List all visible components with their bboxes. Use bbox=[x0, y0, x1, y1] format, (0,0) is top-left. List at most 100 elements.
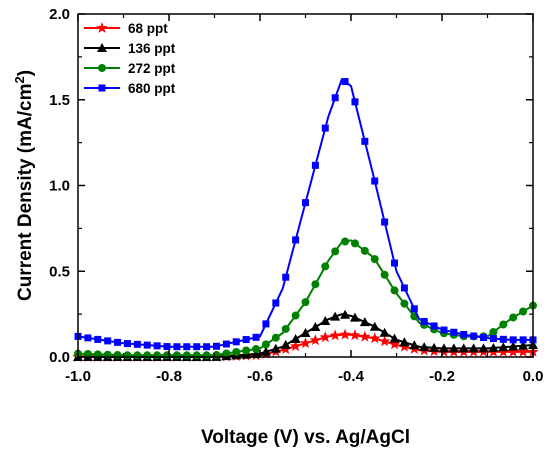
y-tick-label: 2.0 bbox=[49, 6, 70, 23]
x-tick-label: -0.8 bbox=[156, 368, 182, 385]
series-marker bbox=[242, 336, 250, 344]
series-marker bbox=[321, 262, 330, 271]
series-marker bbox=[390, 286, 399, 295]
series-marker bbox=[429, 342, 440, 352]
series-marker bbox=[380, 270, 389, 279]
series-marker bbox=[261, 340, 270, 349]
x-tick-label: -0.6 bbox=[247, 368, 273, 385]
series-marker bbox=[331, 94, 339, 102]
series-marker bbox=[391, 259, 399, 267]
series-marker bbox=[173, 343, 181, 351]
series-marker bbox=[341, 237, 350, 246]
series-marker bbox=[163, 343, 171, 351]
series-marker bbox=[478, 343, 489, 353]
series-marker bbox=[400, 299, 409, 308]
legend-label: 272 ppt bbox=[128, 61, 176, 76]
series-marker bbox=[399, 337, 410, 347]
series-marker bbox=[507, 345, 519, 357]
series-marker bbox=[498, 342, 509, 352]
series-marker bbox=[133, 351, 142, 360]
series-marker bbox=[289, 340, 302, 352]
series-marker bbox=[369, 321, 380, 331]
series-marker bbox=[272, 299, 280, 307]
series-marker bbox=[420, 318, 428, 326]
series-marker bbox=[508, 341, 519, 351]
series-marker bbox=[163, 351, 172, 360]
series-line bbox=[77, 78, 533, 348]
series-marker bbox=[497, 345, 510, 357]
series-marker bbox=[410, 305, 418, 313]
series-marker bbox=[271, 333, 280, 342]
series-marker bbox=[349, 329, 361, 341]
series-marker bbox=[360, 246, 369, 255]
y-tick-label: 0.0 bbox=[49, 349, 70, 366]
series-marker bbox=[182, 351, 191, 360]
series-marker bbox=[113, 351, 122, 360]
series-marker bbox=[222, 340, 230, 348]
series-marker bbox=[330, 311, 341, 321]
series-marker bbox=[143, 341, 151, 349]
series-marker bbox=[381, 218, 389, 226]
series-marker bbox=[153, 351, 162, 360]
series-marker bbox=[202, 351, 211, 360]
legend-label: 68 ppt bbox=[128, 21, 168, 36]
series-marker bbox=[123, 340, 131, 348]
legend-swatch-marker bbox=[96, 22, 108, 33]
series-marker bbox=[499, 320, 508, 329]
series-marker bbox=[499, 335, 507, 343]
series-marker bbox=[252, 345, 261, 354]
series-marker bbox=[251, 348, 262, 358]
series-marker bbox=[84, 334, 92, 342]
series-marker bbox=[480, 334, 488, 342]
series-marker bbox=[232, 338, 240, 346]
series-marker bbox=[400, 284, 408, 292]
series-marker bbox=[359, 317, 370, 327]
series-marker bbox=[300, 327, 311, 337]
ticks-layer: -1.0 -0.8 -0.6 -0.4 -0.2 0.0 0.0 0.5 1.0 1.5 2.0 bbox=[49, 6, 543, 385]
x-tick-label: -0.2 bbox=[429, 368, 455, 385]
series-marker bbox=[470, 332, 478, 340]
legend-label: 680 ppt bbox=[128, 81, 176, 96]
y-tick-label: 0.5 bbox=[49, 263, 70, 280]
series-marker bbox=[349, 312, 360, 322]
series-marker bbox=[183, 343, 191, 351]
x-axis-title: Voltage (V) vs. Ag/AgCl bbox=[201, 427, 410, 448]
series-marker bbox=[291, 311, 300, 320]
series-marker bbox=[440, 326, 448, 334]
series-marker bbox=[260, 346, 271, 356]
series-marker bbox=[370, 255, 379, 264]
series-marker bbox=[409, 340, 420, 350]
series-marker bbox=[114, 338, 122, 346]
series-marker bbox=[212, 350, 221, 359]
series-marker bbox=[192, 351, 201, 360]
legend-swatch-marker bbox=[98, 84, 106, 92]
series-marker bbox=[519, 307, 528, 316]
series-marker bbox=[489, 335, 497, 343]
series-marker bbox=[212, 342, 220, 350]
x-tick-label: -0.4 bbox=[338, 368, 365, 385]
series-marker bbox=[172, 351, 181, 360]
series-marker bbox=[280, 339, 291, 349]
series-marker bbox=[311, 161, 319, 169]
series-marker bbox=[460, 330, 468, 338]
series-marker bbox=[489, 327, 498, 336]
series-marker bbox=[369, 332, 381, 344]
x-tick-label: -1.0 bbox=[65, 368, 91, 385]
series-marker bbox=[371, 177, 379, 185]
series-marker bbox=[193, 343, 201, 351]
series-marker bbox=[262, 320, 270, 328]
legend-item: 68 ppt bbox=[84, 21, 168, 36]
series-marker bbox=[509, 336, 517, 344]
series-marker bbox=[341, 78, 349, 86]
series-marker bbox=[450, 328, 458, 336]
series-marker bbox=[320, 316, 331, 326]
series-marker bbox=[519, 336, 527, 344]
series-marker bbox=[458, 343, 469, 353]
series-marker bbox=[339, 328, 351, 340]
series-marker bbox=[94, 335, 102, 343]
series-layer bbox=[72, 78, 539, 362]
series-marker bbox=[379, 327, 390, 337]
series-marker bbox=[281, 324, 290, 333]
series-marker bbox=[203, 343, 211, 351]
